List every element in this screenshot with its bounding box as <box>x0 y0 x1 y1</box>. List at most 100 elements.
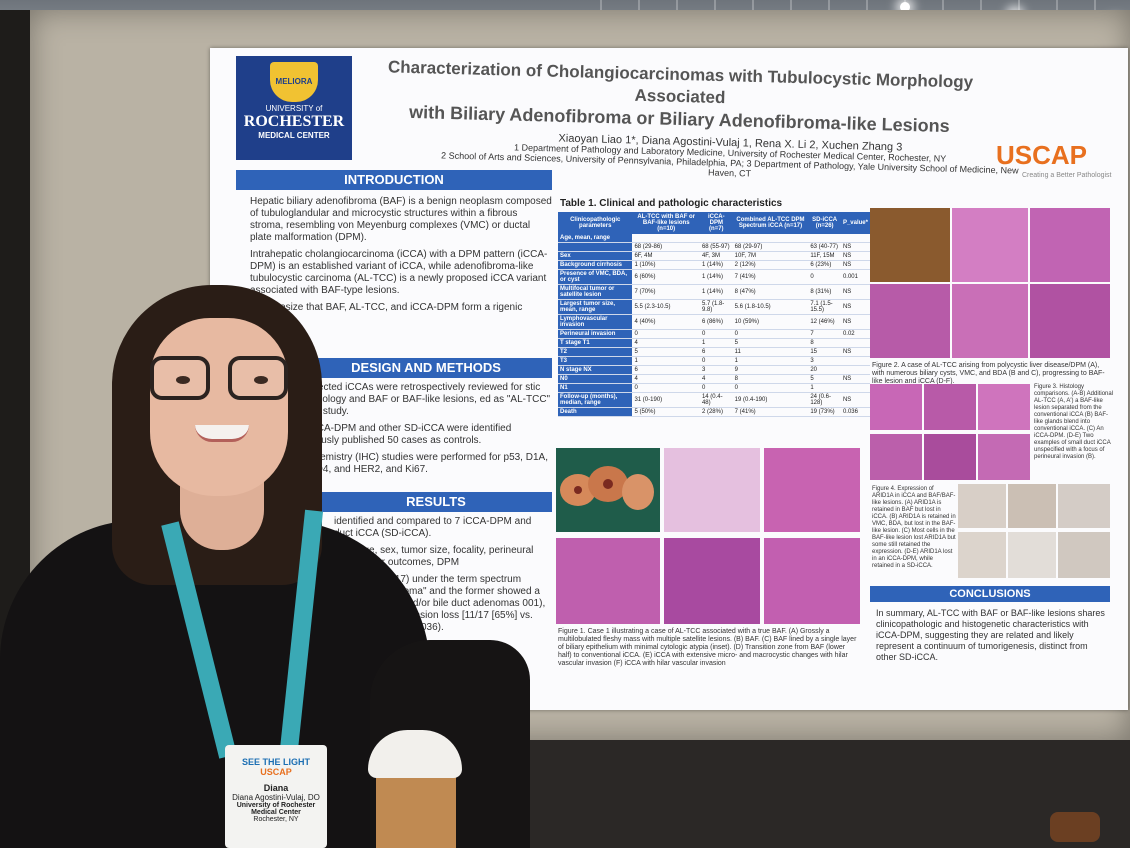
uscap-tagline: Creating a Better Pathologist <box>1022 172 1112 179</box>
table-cell: 4 <box>632 338 700 348</box>
ceiling-light <box>900 2 910 12</box>
eye <box>176 376 190 384</box>
table-cell: N0 <box>558 374 633 384</box>
conclusions-heading: CONCLUSIONS <box>870 586 1110 602</box>
table-row: Age, mean, range <box>558 234 870 243</box>
smile <box>195 425 249 442</box>
table-cell: 5 <box>732 338 809 348</box>
table-row: T stage T1 4 1 5 8 <box>558 338 870 348</box>
clinical-table: Clinicopathologic parameters AL-TCC with … <box>558 212 870 417</box>
figure-2 <box>870 208 1110 358</box>
table-cell: 11F, 15M <box>808 251 841 261</box>
ihc-panel <box>1058 484 1110 528</box>
table-cell <box>699 234 733 243</box>
badge-full-name: Diana Agostini-Vulaj, DO <box>232 793 320 802</box>
table-cell: Death <box>558 407 633 417</box>
results-paragraph: identified and compared to 7 iCCA-DPM an… <box>334 516 532 539</box>
table-cell: N stage NX <box>558 365 633 375</box>
figure-4-caption: Figure 4. Expression of ARID1A in iCCA a… <box>872 486 956 569</box>
table-cell: Largest tumor size, mean, range <box>558 299 633 315</box>
figure-2-caption: Figure 2. A case of AL-TCC arising from … <box>872 362 1105 385</box>
table-cell: 8 <box>732 374 809 384</box>
table-body: Age, mean, range 68 (29-86) 68 (55-97) 68 (… <box>558 234 870 417</box>
table-cell: NS <box>840 260 870 270</box>
table-cell: 0 <box>699 329 733 339</box>
cup-sleeve <box>376 774 456 848</box>
table-cell: 3 <box>808 356 841 366</box>
logo-line2: ROCHESTER <box>243 113 345 130</box>
table-cell: Follow-up (months), median, range <box>558 392 633 408</box>
poster-title: Characterization of Cholangiocarcinomas … <box>359 56 1001 139</box>
coffee-cup <box>368 730 464 848</box>
table-cell <box>840 365 870 375</box>
table-cell: 7 <box>808 329 841 339</box>
table-cell: 0.036 <box>840 407 870 417</box>
table-cell: 1 <box>699 338 733 348</box>
figure-3 <box>870 384 1030 480</box>
table-row: Perineural invasion 0 0 0 7 0.02 <box>558 329 870 339</box>
histology-panel <box>556 538 660 624</box>
introduction-text: Hepatic biliary adenofibroma (BAF) is a … <box>250 196 552 331</box>
table-cell: 4 <box>699 374 733 384</box>
cup-lid <box>368 730 462 778</box>
histology-panel <box>870 434 922 480</box>
table-cell: 5 <box>632 347 700 357</box>
table-cell: 2 (28%) <box>699 407 733 417</box>
table-cell: 9 <box>732 365 809 375</box>
table-header-row: Clinicopathologic parameters AL-TCC with … <box>558 212 870 234</box>
histology-panel <box>764 448 860 532</box>
badge-org: USCAP <box>260 767 292 777</box>
table-header-cell: AL-TCC with BAF or BAF-like lesions (n=1… <box>632 212 700 234</box>
table-row: Lymphovascular invasion 4 (40%) 6 (86%) 10 … <box>558 314 870 330</box>
methods-paragraph: istochemistry (IHC) studies were perform… <box>294 452 548 475</box>
table-cell: NS <box>840 314 870 330</box>
table-cell <box>840 338 870 348</box>
table-cell: 1 <box>808 383 841 393</box>
table-row: T3 1 0 1 3 <box>558 356 870 366</box>
table-row: Background cirrhosis 1 (10%) 1 (14%) 2 (12%… <box>558 260 870 270</box>
table-cell: 1 (10%) <box>632 260 700 270</box>
table-cell <box>840 234 870 243</box>
table-cell: T stage T1 <box>558 338 633 348</box>
table-cell: 6 (23%) <box>808 260 841 270</box>
gross-liver-image <box>870 208 950 282</box>
methods-text: ly resected iCCAs were retrospectively r… <box>294 382 552 481</box>
table-cell: 6 (60%) <box>632 269 700 285</box>
table-cell: 7.1 (1.5-15.5) <box>808 299 841 315</box>
badge-location: Rochester, NY <box>253 816 299 823</box>
results-paragraph: es in age, sex, tumor size, focality, pe… <box>334 545 534 568</box>
table-cell: 4 (40%) <box>632 314 700 330</box>
table-cell: 2 (12%) <box>732 260 809 270</box>
table-cell: 1 <box>732 356 809 366</box>
introduction-heading: INTRODUCTION <box>236 170 552 190</box>
table-cell: 8 <box>808 338 841 348</box>
histology-panel <box>664 538 760 624</box>
histology-panel <box>1030 208 1110 282</box>
table-cell: Presence of VMC, BDA, or cyst <box>558 269 633 285</box>
table-cell: 8 (47%) <box>732 284 809 300</box>
table-cell: 10 (59%) <box>732 314 809 330</box>
table-cell: Age, mean, range <box>558 234 633 243</box>
table-cell <box>808 234 841 243</box>
table-title: Table 1. Clinical and pathologic charact… <box>560 198 783 209</box>
table-cell: 68 (29-97) <box>732 242 809 252</box>
table-cell <box>558 242 633 252</box>
table-cell: 68 (55-97) <box>699 242 733 252</box>
intro-paragraph: Intrahepatic cholangiocarcinoma (iCCA) w… <box>250 249 548 296</box>
conclusions-text: In summary, AL-TCC with BAF or BAF-like … <box>876 608 1105 662</box>
table-cell: 4 <box>632 374 700 384</box>
table-cell: 63 (40-77) <box>808 242 841 252</box>
table-cell: 0 <box>699 383 733 393</box>
histology-panel <box>764 538 860 624</box>
table-row: N stage NX 6 3 9 20 <box>558 365 870 375</box>
table-cell: NS <box>840 284 870 300</box>
table-cell: 0.001 <box>840 269 870 285</box>
intro-paragraph: Hepatic biliary adenofibroma (BAF) is a … <box>250 196 552 243</box>
shoe <box>1050 812 1100 842</box>
badge-tagline: SEE THE LIGHT <box>241 757 310 767</box>
table-cell: NS <box>840 374 870 384</box>
table-cell: NS <box>840 299 870 315</box>
table-cell: Sex <box>558 251 633 261</box>
table-cell: NS <box>840 242 870 252</box>
table-cell: Background cirrhosis <box>558 260 633 270</box>
